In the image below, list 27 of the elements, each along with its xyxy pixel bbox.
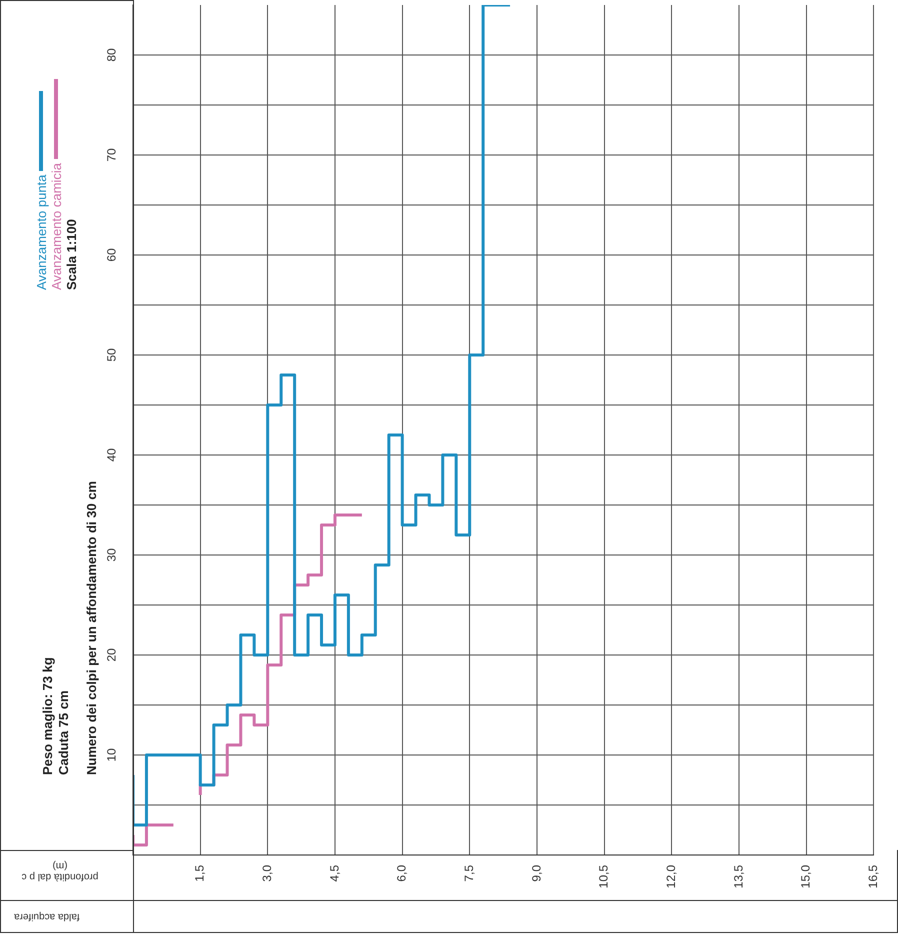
x-tick-label: 16,5 (866, 864, 880, 888)
y-tick-label: 60 (104, 248, 118, 262)
x-tick-label: 15,0 (798, 864, 813, 888)
y-tick-label: 10 (104, 748, 118, 762)
x-tick-label: 3,0 (260, 864, 274, 882)
text: Peso maglio: 73 kg (40, 657, 55, 775)
y-tick-label: 80 (104, 48, 118, 62)
text: Avanzamento punta (34, 174, 49, 290)
x-axis-title: profondità dal p c (m) (20, 860, 100, 882)
y-tick-label: 20 (104, 648, 118, 662)
y-axis-title: Numero dei colpi per un affondamento di 30 cm (84, 481, 99, 775)
y-tick-label: 70 (104, 148, 118, 162)
x-tick-label: 1,5 (192, 864, 207, 882)
x-tick-label: 13,5 (731, 864, 746, 888)
text: Caduta 75 cm (56, 690, 71, 775)
text: falda acquifera (14, 911, 80, 922)
text: Scala 1:100 (64, 219, 79, 290)
x-tick-label: 6,0 (394, 864, 409, 882)
x-tick-label: 4,5 (327, 864, 342, 882)
y-tick-label: 30 (104, 548, 118, 562)
x-tick-label: 9,0 (529, 864, 544, 882)
y-tick-label: 40 (104, 448, 118, 462)
x-tick-label: 12,0 (664, 864, 678, 888)
x-tick-label: 7,5 (462, 864, 476, 882)
text: Avanzamento camicia (49, 163, 64, 290)
y-tick-label: 50 (104, 348, 118, 362)
x-tick-label: 10,5 (596, 864, 611, 888)
